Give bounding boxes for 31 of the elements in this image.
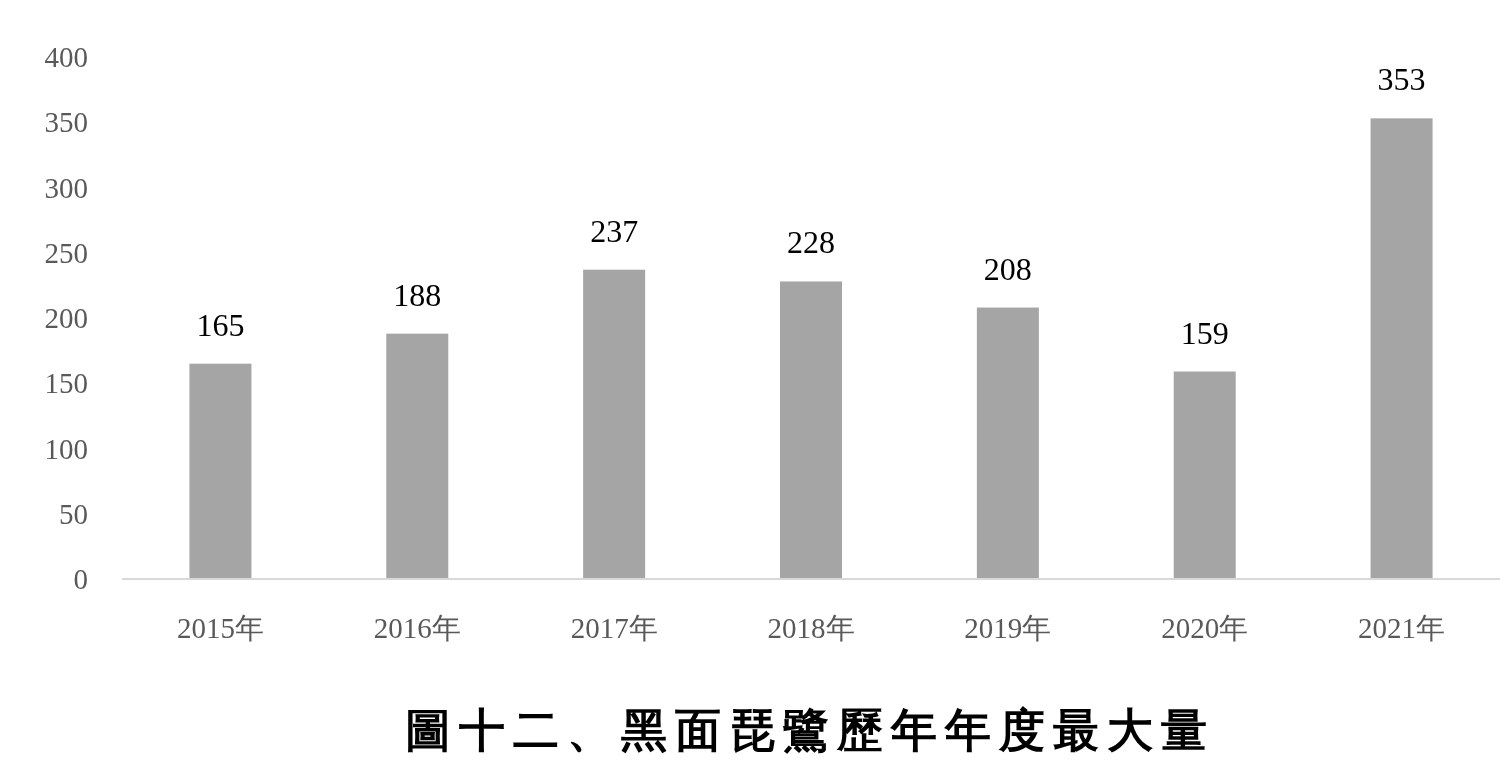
data-label: 237 (590, 212, 639, 249)
data-label: 188 (393, 276, 442, 313)
bar (1173, 371, 1236, 579)
x-tick-label: 2016年 (373, 612, 461, 644)
bar (386, 333, 449, 579)
y-tick-label: 200 (44, 302, 88, 334)
y-tick-label: 300 (44, 171, 88, 204)
data-label: 159 (1180, 314, 1229, 351)
x-tick-label: 2015年 (176, 612, 264, 644)
y-tick-label: 150 (44, 367, 88, 400)
bar (1370, 118, 1433, 579)
y-tick-label: 350 (44, 106, 88, 139)
bar (583, 269, 646, 579)
x-tick-label: 2017年 (570, 612, 658, 644)
data-label: 208 (983, 250, 1032, 287)
data-label: 165 (196, 306, 245, 343)
x-tick-label: 2019年 (964, 612, 1052, 644)
x-tick-label: 2021年 (1358, 612, 1446, 644)
bar (780, 281, 842, 579)
bar (189, 363, 252, 579)
bar (976, 307, 1039, 579)
y-tick-label: 50 (59, 497, 88, 530)
x-tick-label: 2018年 (767, 612, 855, 644)
y-tick-label: 250 (44, 236, 88, 269)
x-tick-label: 2020年 (1161, 612, 1249, 644)
data-label: 228 (787, 224, 835, 261)
data-label: 353 (1377, 61, 1426, 98)
y-tick-label: 0 (73, 563, 88, 595)
y-tick-label: 100 (44, 432, 88, 465)
y-tick-label: 400 (44, 41, 88, 73)
text: 圖十二、黑面琵鷺歷年年度最大量 (405, 705, 1215, 756)
